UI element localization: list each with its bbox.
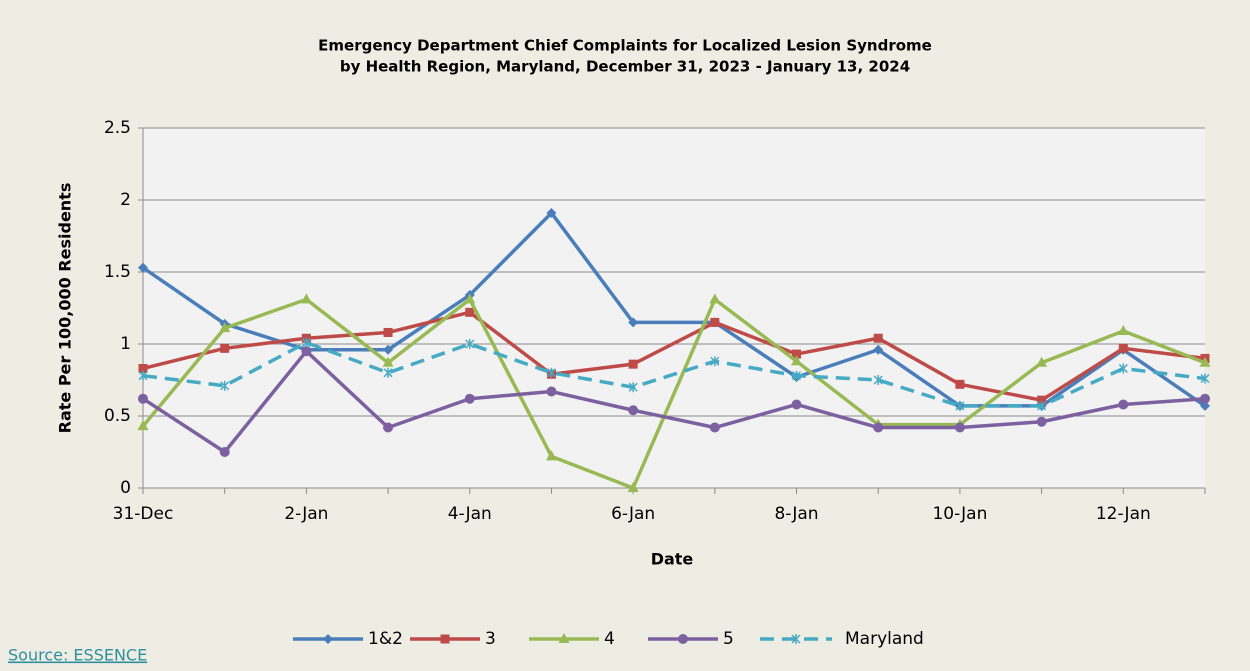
marker (546, 386, 557, 397)
marker (323, 634, 333, 644)
marker (383, 344, 394, 355)
marker (955, 379, 965, 389)
x-tick-label: 31-Dec (113, 504, 174, 524)
legend-label: 3 (485, 629, 496, 649)
y-tick-label: 2.5 (104, 118, 131, 138)
marker (1037, 400, 1047, 411)
y-axis-label: Rate Per 100,000 Residents (56, 183, 75, 434)
x-tick-label: 8-Jan (774, 504, 818, 524)
y-tick-label: 2 (120, 190, 131, 210)
marker (628, 317, 639, 328)
marker (464, 393, 475, 404)
marker (678, 634, 688, 644)
marker (558, 633, 570, 643)
marker (710, 317, 720, 327)
marker (954, 422, 965, 433)
y-tick-label: 1 (120, 334, 131, 354)
marker (791, 355, 803, 366)
marker (791, 399, 802, 410)
marker (383, 367, 393, 378)
y-tick-label: 0.5 (104, 406, 131, 426)
marker (627, 482, 639, 492)
series-line (142, 349, 1206, 454)
marker (791, 634, 801, 644)
marker (1037, 395, 1047, 405)
marker (628, 359, 638, 369)
marker (710, 356, 720, 367)
legend-label: Maryland (845, 629, 924, 649)
marker (1200, 393, 1210, 404)
marker (301, 337, 311, 348)
x-axis-label: Date (651, 550, 694, 569)
marker (1118, 399, 1129, 410)
marker (220, 380, 230, 391)
y-tick-label: 0 (120, 478, 131, 498)
marker (465, 339, 475, 349)
marker (219, 447, 230, 457)
marker (1118, 363, 1128, 374)
series-line (141, 297, 1206, 490)
series-line (142, 340, 1206, 408)
legend-label: 4 (604, 629, 615, 649)
plot-area (143, 128, 1205, 488)
marker (1117, 325, 1129, 336)
x-tick-label: 4-Jan (448, 504, 492, 524)
marker (138, 363, 148, 373)
marker (628, 405, 639, 416)
chart-subtitle: by Health Region, Maryland, December 31,… (340, 58, 910, 76)
marker (792, 370, 802, 381)
x-tick-label: 6-Jan (611, 504, 655, 524)
marker (792, 349, 802, 359)
marker (440, 634, 450, 644)
x-tick-label: 2-Jan (284, 504, 328, 524)
marker (873, 375, 883, 385)
y-tick-label: 1.5 (104, 262, 131, 282)
marker (709, 422, 720, 433)
marker (709, 293, 721, 304)
marker (300, 293, 312, 304)
marker (628, 382, 638, 393)
x-tick-label: 10-Jan (932, 504, 987, 524)
marker (465, 307, 475, 317)
marker (873, 344, 884, 355)
marker (220, 343, 230, 353)
marker (873, 422, 884, 433)
marker (1200, 400, 1210, 411)
marker (1199, 356, 1211, 367)
source-link[interactable]: Source: ESSENCE (8, 646, 147, 665)
marker (301, 346, 312, 357)
x-tick-label: 12-Jan (1096, 504, 1151, 524)
marker (219, 322, 231, 333)
series-line (142, 310, 1206, 402)
marker (137, 420, 149, 431)
marker (546, 367, 556, 378)
marker (873, 333, 883, 343)
legend-label: 1&2 (368, 629, 403, 649)
marker (383, 422, 394, 433)
marker (1200, 373, 1210, 384)
marker (545, 450, 557, 461)
marker (138, 370, 148, 381)
marker (382, 356, 394, 367)
marker (383, 327, 393, 337)
marker (464, 293, 476, 304)
marker (138, 262, 148, 273)
marker (1036, 416, 1047, 427)
marker (1118, 343, 1128, 353)
series-line (142, 211, 1206, 408)
legend-label: 5 (723, 629, 734, 649)
marker (546, 207, 557, 218)
chart-title: Emergency Department Chief Complaints fo… (318, 37, 932, 55)
marker (1036, 356, 1048, 367)
marker (955, 400, 965, 411)
marker (138, 393, 148, 404)
